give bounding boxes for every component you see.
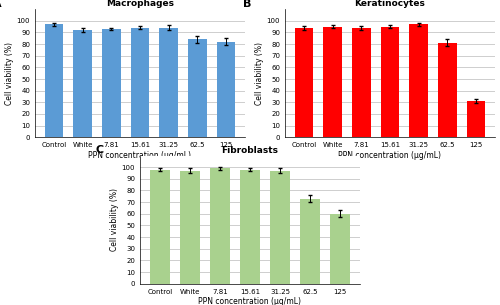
Y-axis label: Cell viability (%): Cell viability (%) — [5, 42, 14, 105]
Bar — [330, 214, 350, 284]
X-axis label: PPN concentration (μg/mL): PPN concentration (μg/mL) — [198, 297, 302, 305]
Text: B: B — [243, 0, 252, 9]
Bar — [270, 171, 290, 284]
X-axis label: PPN concentration (μg/mL): PPN concentration (μg/mL) — [338, 151, 442, 160]
Title: Keratinocytes: Keratinocytes — [354, 0, 426, 8]
Bar — [352, 28, 370, 137]
Bar — [44, 24, 63, 137]
Y-axis label: Cell viability (%): Cell viability (%) — [255, 42, 264, 105]
Bar — [130, 28, 150, 137]
Title: Fibroblasts: Fibroblasts — [222, 146, 278, 155]
Bar — [188, 39, 206, 137]
Bar — [324, 27, 342, 137]
Bar — [467, 101, 485, 137]
Y-axis label: Cell viability (%): Cell viability (%) — [110, 188, 119, 251]
Bar — [150, 170, 170, 284]
Bar — [410, 24, 428, 137]
Bar — [74, 30, 92, 137]
Title: Macrophages: Macrophages — [106, 0, 174, 8]
Bar — [240, 170, 260, 284]
Bar — [294, 28, 313, 137]
X-axis label: PPN concentration (μg/mL): PPN concentration (μg/mL) — [88, 151, 192, 160]
Text: C: C — [96, 145, 104, 155]
Bar — [180, 171, 200, 284]
Bar — [102, 29, 120, 137]
Bar — [380, 27, 400, 137]
Bar — [160, 28, 178, 137]
Bar — [438, 43, 456, 137]
Bar — [300, 199, 320, 284]
Bar — [217, 42, 236, 137]
Bar — [210, 168, 230, 284]
Text: A: A — [0, 0, 2, 9]
